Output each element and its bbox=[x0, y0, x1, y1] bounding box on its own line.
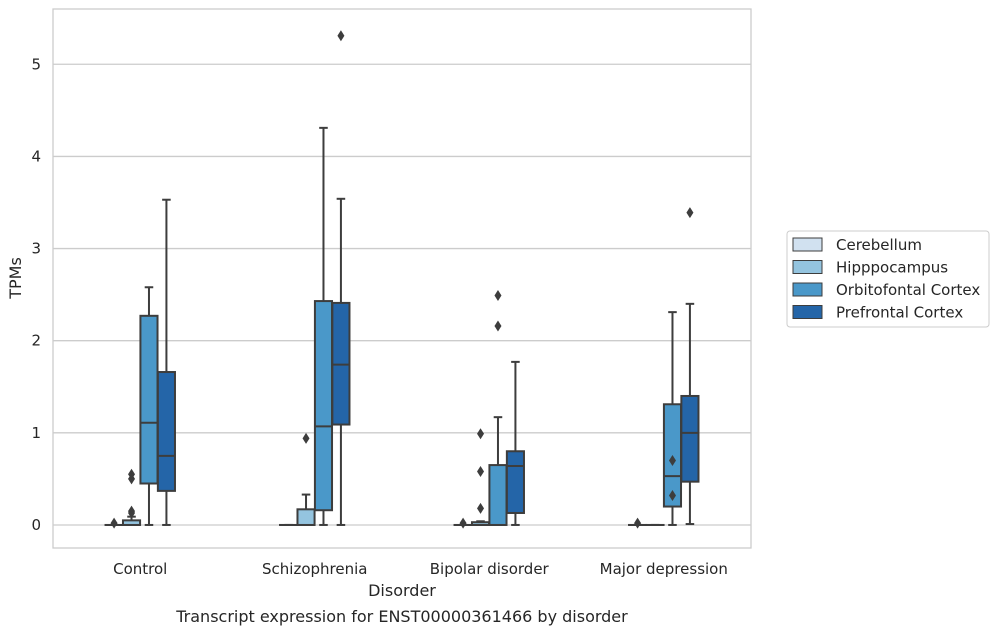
legend-swatch bbox=[792, 305, 823, 319]
box-group bbox=[331, 30, 351, 526]
box-group bbox=[313, 126, 334, 526]
legend: Cerebellum Hipppocampus Orbitofontal Corte… bbox=[786, 230, 990, 328]
x-tick-label: Bipolar disorder bbox=[430, 560, 550, 578]
box-iqr bbox=[296, 508, 316, 526]
box-group bbox=[104, 517, 124, 529]
y-tick-label: 4 bbox=[31, 147, 41, 165]
box-iqr bbox=[505, 450, 525, 514]
box-group bbox=[470, 428, 491, 526]
box-group bbox=[505, 360, 525, 526]
outlier-marker bbox=[128, 468, 136, 480]
series-1 bbox=[121, 428, 665, 526]
box-iqr bbox=[488, 464, 508, 526]
series-0 bbox=[104, 517, 648, 529]
box-group bbox=[121, 468, 142, 526]
outlier-marker bbox=[494, 320, 502, 332]
outlier-marker bbox=[477, 428, 485, 440]
x-tick-label: Schizophrenia bbox=[262, 560, 367, 578]
box-group bbox=[488, 290, 508, 526]
legend-frame bbox=[786, 230, 990, 328]
legend-label: Hipppocampus bbox=[836, 259, 948, 277]
y-axis-ticks: 0 1 2 3 4 5 bbox=[31, 55, 41, 534]
x-tick-label: Control bbox=[113, 560, 167, 578]
series-3 bbox=[156, 30, 700, 526]
legend-swatch bbox=[792, 260, 823, 274]
box-group bbox=[680, 207, 700, 526]
outlier-marker bbox=[302, 432, 310, 444]
box-group bbox=[662, 311, 683, 526]
box-iqr bbox=[680, 394, 700, 483]
y-tick-label: 5 bbox=[31, 55, 41, 73]
outlier-marker bbox=[110, 517, 118, 529]
outlier-marker bbox=[668, 454, 676, 466]
legend-label: Prefrontal Cortex bbox=[836, 304, 963, 322]
box-iqr bbox=[313, 300, 334, 512]
box-group bbox=[139, 286, 159, 526]
box-group bbox=[156, 198, 176, 526]
box-iqr bbox=[139, 314, 159, 485]
y-tick-label: 0 bbox=[31, 516, 41, 534]
y-tick-label: 1 bbox=[31, 424, 41, 442]
series-2 bbox=[139, 126, 683, 526]
box-group bbox=[628, 517, 648, 529]
chart-caption: Transcript expression for ENST0000036146… bbox=[175, 607, 628, 626]
x-axis-ticks: Control Schizophrenia Bipolar disorder Majo… bbox=[113, 560, 728, 578]
legend-swatch bbox=[792, 237, 823, 252]
plot-frame bbox=[52, 8, 752, 549]
box-group bbox=[453, 517, 473, 529]
outlier-marker bbox=[494, 290, 502, 302]
outlier-marker bbox=[477, 466, 485, 478]
legend-swatch bbox=[792, 282, 823, 297]
outlier-marker bbox=[459, 517, 467, 529]
legend-label: Cerebellum bbox=[836, 236, 922, 254]
outlier-marker bbox=[634, 517, 642, 529]
outlier-marker bbox=[337, 30, 345, 42]
outlier-marker bbox=[668, 489, 676, 501]
box-iqr bbox=[156, 371, 176, 492]
outlier-marker bbox=[128, 505, 136, 517]
y-tick-label: 2 bbox=[31, 332, 41, 350]
outlier-marker bbox=[477, 502, 485, 514]
box-group bbox=[296, 432, 316, 526]
y-tick-label: 3 bbox=[31, 240, 41, 258]
x-tick-label: Major depression bbox=[600, 560, 728, 578]
outlier-marker bbox=[686, 207, 694, 219]
legend-label: Orbitofontal Cortex bbox=[836, 281, 980, 299]
box-series bbox=[104, 30, 700, 529]
y-axis-label: TPMs bbox=[6, 257, 25, 300]
x-axis-label: Disorder bbox=[368, 581, 436, 600]
